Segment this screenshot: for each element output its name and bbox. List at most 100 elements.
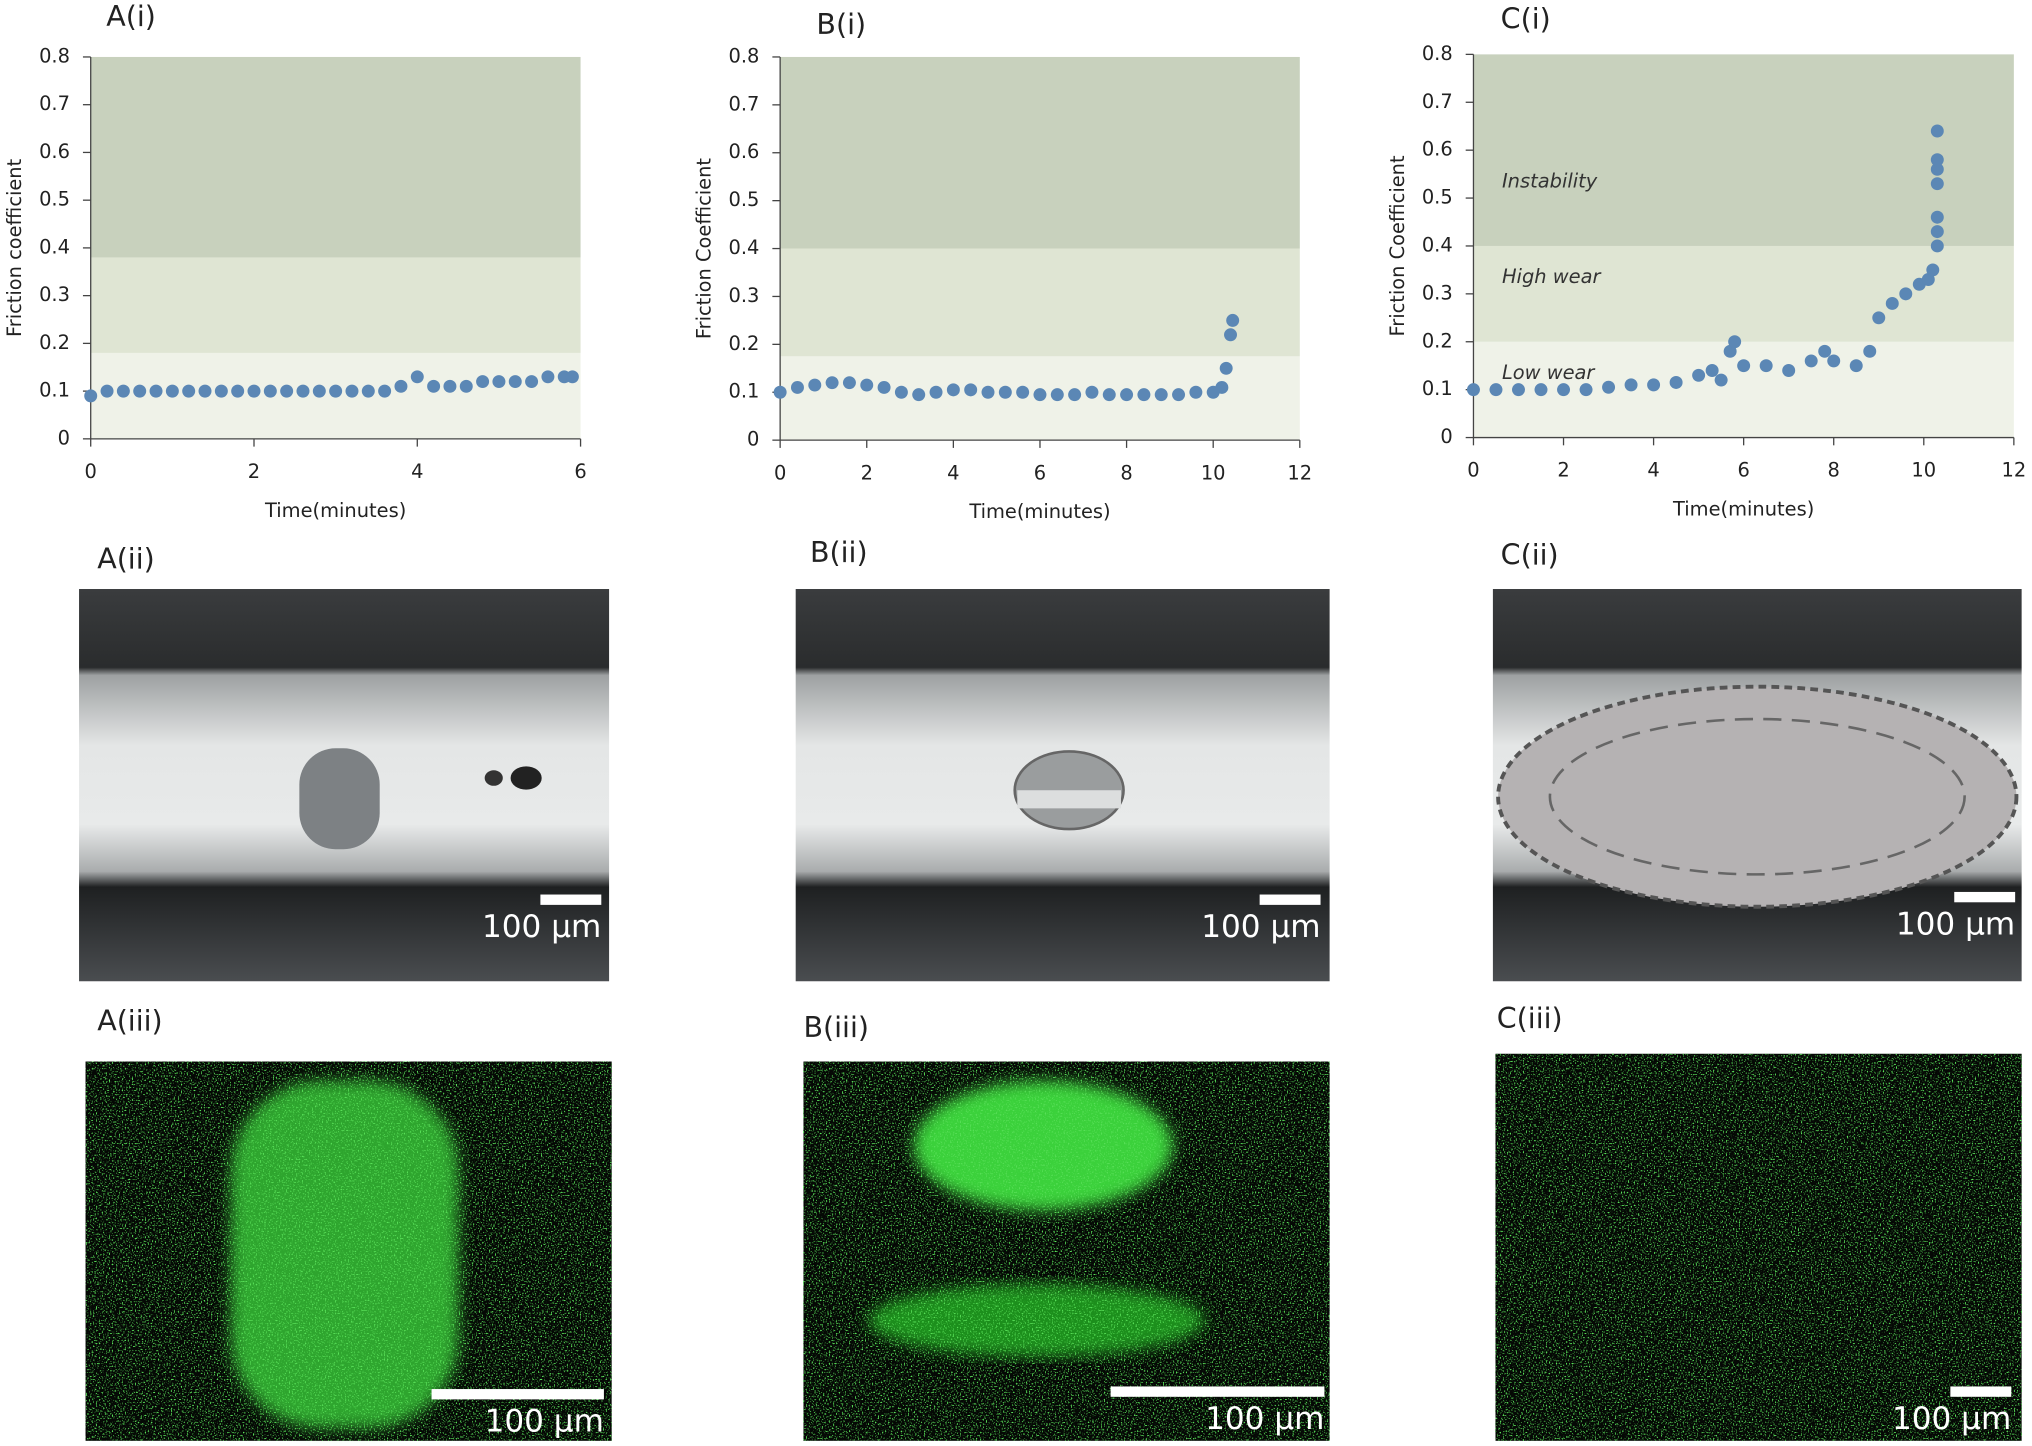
point	[1102, 388, 1116, 402]
x-tick-label: 4	[947, 461, 959, 484]
chart-title: B(i)	[816, 8, 866, 41]
y-tick-label: 0.5	[1422, 186, 1453, 209]
x-tick-label: 6	[1034, 461, 1046, 484]
x-tick-label: 0	[774, 461, 786, 484]
point	[182, 384, 196, 398]
y-axis-label: Friction Coefficient	[1386, 155, 1409, 336]
y-tick-label: 0.5	[39, 188, 70, 211]
point	[443, 379, 457, 393]
y-tick-label: 0.8	[39, 44, 70, 67]
scale-label: 100 µm	[1201, 909, 1320, 945]
x-tick-label: 12	[1287, 461, 1312, 484]
point	[1647, 378, 1661, 392]
point	[1804, 354, 1818, 368]
x-tick-label: 10	[1911, 459, 1936, 482]
point	[565, 370, 579, 384]
band	[780, 248, 1300, 357]
y-tick-label: 0.7	[729, 92, 760, 115]
point	[1930, 153, 1944, 167]
point	[1534, 383, 1548, 397]
point	[492, 375, 506, 389]
point	[1120, 388, 1134, 402]
point	[1759, 359, 1773, 373]
y-axis-label: Friction coefficient	[3, 158, 26, 337]
wear-band	[1017, 790, 1121, 809]
point	[116, 384, 130, 398]
point	[1219, 361, 1233, 375]
panel-label: C(ii)	[1501, 539, 1559, 572]
scale-label: 100 µm	[1896, 907, 2015, 943]
noise	[85, 1061, 612, 1441]
point	[1782, 364, 1796, 377]
micrograph: 100 µm	[79, 589, 610, 982]
point	[296, 384, 310, 398]
band	[1473, 245, 2014, 342]
point	[1137, 388, 1151, 402]
chart-title: A(i)	[106, 0, 156, 33]
y-tick-label: 0.2	[1422, 329, 1453, 352]
y-tick-label: 0.4	[729, 236, 760, 259]
point	[1489, 383, 1503, 397]
point	[525, 375, 539, 389]
y-tick-label: 0.7	[1422, 90, 1453, 113]
point	[1154, 388, 1168, 402]
point	[312, 384, 326, 398]
point	[894, 385, 908, 399]
point	[1728, 335, 1742, 349]
y-tick-label: 0	[1440, 425, 1452, 448]
panel-label: A(ii)	[97, 543, 155, 576]
point	[1226, 313, 1240, 327]
point	[394, 379, 408, 393]
y-tick-label: 0	[747, 428, 759, 451]
point	[459, 379, 473, 393]
x-tick-label: 2	[248, 460, 260, 483]
scale-bar	[1259, 894, 1321, 905]
point	[1189, 385, 1203, 399]
x-tick-label: 8	[1120, 461, 1132, 484]
point	[1669, 375, 1683, 389]
point	[1926, 263, 1940, 277]
point	[198, 384, 212, 398]
point	[1930, 210, 1944, 224]
y-tick-label: 0.2	[729, 332, 760, 355]
point	[998, 385, 1012, 399]
point	[877, 380, 891, 394]
wear-scar	[299, 748, 380, 850]
point	[1624, 378, 1638, 392]
panel-label: A(iii)	[97, 1005, 162, 1038]
scale-label: 100 µm	[485, 1404, 604, 1440]
y-tick-label: 0.3	[39, 283, 70, 306]
point	[133, 384, 147, 398]
y-axis-label: Friction Coefficient	[692, 158, 715, 339]
point	[1692, 368, 1706, 382]
point	[1050, 388, 1064, 402]
point	[964, 383, 978, 397]
scale-bar	[1954, 891, 2016, 903]
point	[1849, 359, 1863, 373]
point	[825, 376, 839, 390]
scale-label: 100 µm	[482, 909, 601, 945]
scale-bar	[431, 1389, 604, 1400]
point	[1033, 388, 1047, 402]
band-label: High wear	[1502, 265, 1602, 288]
y-tick-label: 0.8	[729, 44, 760, 67]
y-tick-label: 0.1	[39, 379, 70, 402]
point	[1215, 380, 1229, 394]
point	[149, 384, 163, 398]
point	[1885, 296, 1899, 310]
micrograph: 100 µm	[1495, 1053, 2022, 1441]
point	[929, 385, 943, 399]
point	[1068, 388, 1082, 402]
point	[1579, 383, 1593, 397]
micrograph: 100 µm	[803, 1061, 1330, 1441]
debris	[510, 766, 542, 790]
micrograph: 100 µm	[795, 589, 1330, 982]
point	[981, 385, 995, 399]
point	[378, 384, 392, 398]
x-tick-label: 10	[1201, 461, 1226, 484]
point	[247, 384, 261, 398]
panel-label: B(ii)	[810, 536, 868, 569]
point	[773, 385, 787, 399]
point	[860, 378, 874, 392]
y-tick-label: 0.8	[1422, 42, 1453, 65]
